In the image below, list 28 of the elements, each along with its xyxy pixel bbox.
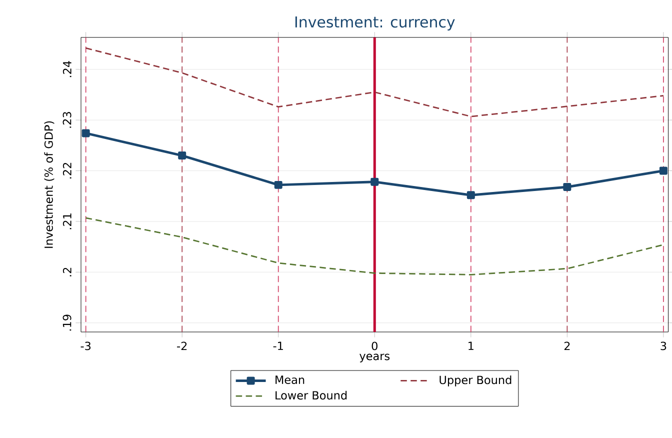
point bbox=[178, 152, 186, 160]
x-tick-label: -1 bbox=[273, 342, 283, 350]
y-tick-label: .19 bbox=[62, 314, 72, 331]
point bbox=[659, 166, 668, 175]
legend-label: Mean bbox=[276, 376, 304, 384]
x-axis-title: years bbox=[360, 354, 390, 363]
y-tick-label: .22 bbox=[62, 163, 72, 179]
x-tick-label: 1 bbox=[468, 342, 474, 350]
point bbox=[563, 183, 572, 192]
y-tick-label: .2 bbox=[62, 268, 72, 276]
line-series bbox=[85, 48, 664, 118]
x-tick-label: -3 bbox=[80, 342, 91, 350]
x-tick-label: 3 bbox=[660, 342, 666, 350]
line-series bbox=[85, 217, 664, 276]
x-tick-label: 0 bbox=[372, 342, 378, 350]
y-tick-label: .21 bbox=[62, 214, 72, 230]
y-axis-title: Investment (% of GDP) bbox=[44, 122, 54, 248]
point bbox=[82, 129, 90, 138]
x-tick-label: 2 bbox=[564, 342, 570, 350]
point bbox=[274, 181, 282, 190]
x-tick-label: -2 bbox=[177, 342, 187, 350]
chart-title: Investment: currency bbox=[295, 16, 455, 31]
y-tick-label: .23 bbox=[62, 112, 72, 128]
point bbox=[466, 191, 475, 200]
y-tick-label: .24 bbox=[62, 61, 72, 78]
point bbox=[370, 178, 379, 186]
legend-label: Upper Bound bbox=[440, 376, 512, 387]
legend-label: Lower Bound bbox=[276, 391, 347, 400]
